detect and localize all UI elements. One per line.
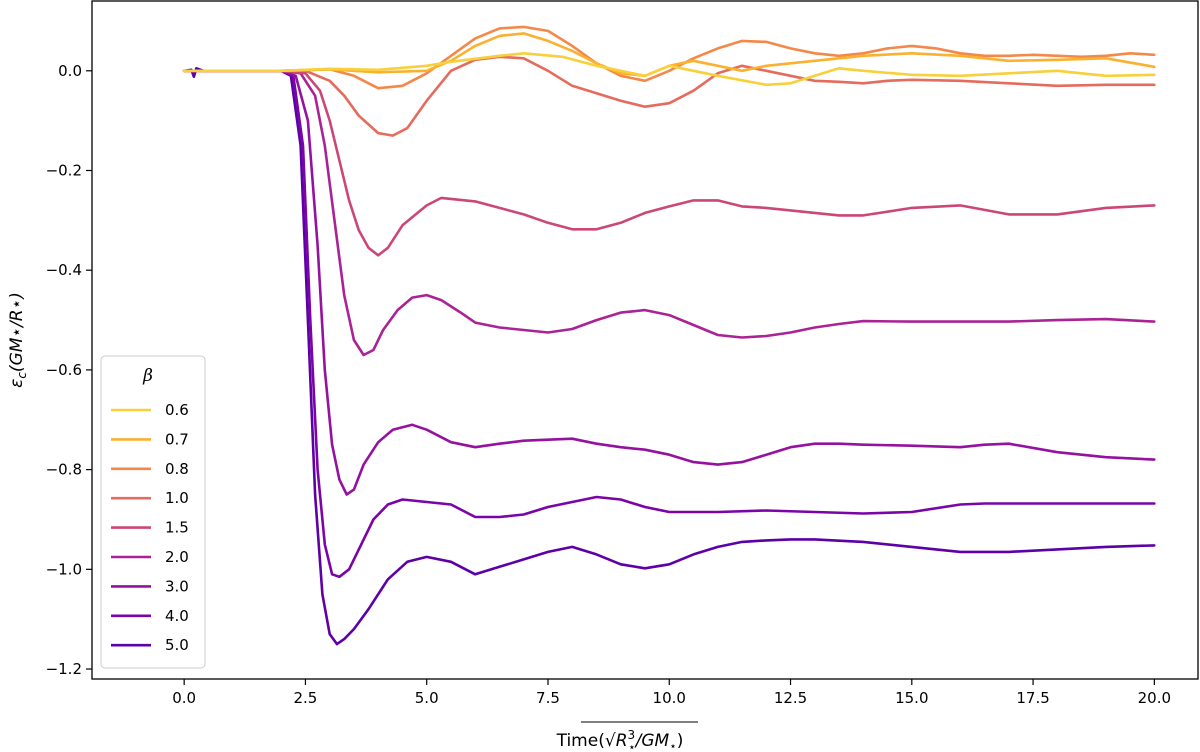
x-tick-label: 2.5 (294, 689, 318, 707)
series-line-beta-5-0 (182, 67, 1156, 646)
series-line-beta-1-0 (182, 55, 1156, 137)
legend-label: 5.0 (165, 636, 189, 654)
x-axis-title: Time(√R3 ⋆/GM⋆) (556, 728, 684, 752)
legend-label: 2.0 (165, 548, 189, 566)
y-tick-label: −0.4 (46, 261, 82, 279)
x-tick-label: 7.5 (536, 689, 560, 707)
legend-label: 0.8 (165, 460, 189, 478)
y-tick-label: −1.0 (46, 560, 82, 578)
x-tick-label: 5.0 (415, 689, 439, 707)
legend: β 0.6 0.7 0.8 1.0 1.5 2.0 3.0 4.0 5.0 (100, 355, 206, 669)
series-line-beta-0-8 (182, 25, 1156, 90)
legend-box (100, 355, 206, 669)
y-tick-label: −0.8 (46, 461, 82, 479)
x-axis-ticks: 0.0 2.5 5.0 7.5 10.0 12.5 15.0 17.5 20.0 (172, 679, 1171, 707)
y-tick-label: −0.2 (46, 162, 82, 180)
legend-label: 1.5 (165, 519, 189, 537)
legend-label: 1.0 (165, 489, 189, 507)
legend-label: 0.7 (165, 430, 189, 448)
x-tick-label: 10.0 (653, 689, 686, 707)
series-line-beta-1-5 (182, 69, 1156, 257)
x-tick-label: 17.5 (1016, 689, 1049, 707)
legend-items: 0.6 0.7 0.8 1.0 1.5 2.0 3.0 4.0 5.0 (111, 401, 189, 654)
sqrt-symbol: √ (605, 731, 616, 751)
series-line-beta-4-0 (182, 69, 1156, 579)
x-tick-label: 20.0 (1138, 689, 1171, 707)
legend-title: β (142, 366, 153, 386)
y-tick-label: 0.0 (58, 62, 82, 80)
series-layer (182, 25, 1156, 646)
x-tick-label: 12.5 (774, 689, 807, 707)
plot-frame (91, 0, 1199, 680)
series-line-beta-0-6 (182, 51, 1156, 87)
legend-label: 3.0 (165, 577, 189, 595)
legend-label: 4.0 (165, 607, 189, 625)
series-line-beta-3-0 (182, 69, 1156, 496)
y-axis-title: εc(GM⋆/R⋆) (7, 292, 29, 388)
x-tick-label: 15.0 (895, 689, 928, 707)
y-axis-ticks: 0.0 −0.2 −0.4 −0.6 −0.8 −1.0 −1.2 (46, 62, 92, 678)
series-line-beta-2-0 (182, 69, 1156, 357)
legend-label: 0.6 (165, 401, 189, 419)
y-tick-label: −1.2 (46, 660, 82, 678)
y-tick-label: −0.6 (46, 361, 82, 379)
x-tick-label: 0.0 (172, 689, 196, 707)
